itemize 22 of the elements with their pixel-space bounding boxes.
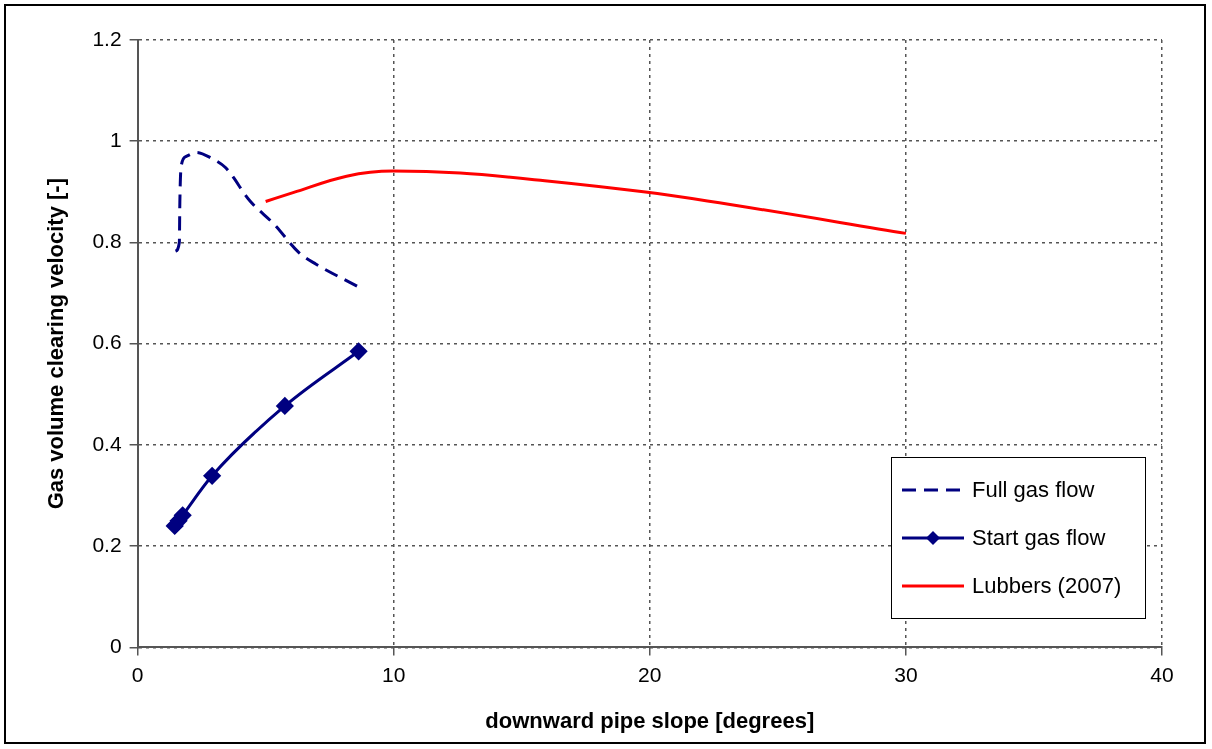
line-series: [174, 150, 360, 288]
x-tick-label: 30: [894, 662, 918, 686]
y-tick-label: 0.4: [92, 431, 122, 455]
line-series: [264, 169, 908, 235]
y-tick-label: 1.2: [92, 26, 122, 50]
legend-label: Start gas flow: [972, 525, 1106, 552]
y-tick-label: 1: [109, 128, 122, 152]
legend-label: Full gas flow: [972, 477, 1095, 504]
y-tick-label: 0.2: [92, 532, 122, 556]
y-tick-label: 0.8: [92, 229, 122, 253]
x-axis-title: downward pipe slope [degrees]: [485, 707, 815, 733]
y-tick-label: 0: [109, 634, 122, 658]
x-tick-label: 10: [382, 662, 406, 686]
legend-label: Lubbers (2007): [972, 573, 1122, 600]
point: [350, 342, 368, 360]
x-tick-label: 40: [1150, 662, 1174, 686]
x-tick-label: 20: [638, 662, 662, 686]
y-axis-title: Gas volume clearing velocity [-]: [43, 178, 69, 510]
point: [276, 397, 294, 415]
point: [203, 467, 221, 485]
x-tick-label: 0: [131, 662, 144, 686]
y-tick-label: 0.6: [92, 330, 122, 354]
